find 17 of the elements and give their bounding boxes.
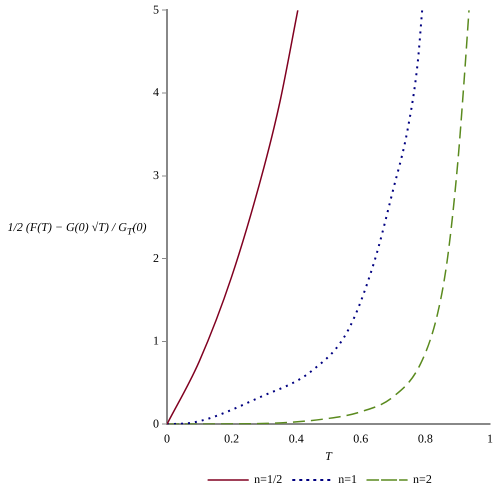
legend-label: n=1 [338,472,358,486]
legend-label: n=2 [413,472,432,486]
x-tick-label: 0.2 [224,432,240,446]
x-tick-label: 1 [487,432,493,446]
y-axis-title: 1/2 (F(T) − G(0) √T) / G$_{T}$(0) [6,220,148,238]
x-axis-title: T [325,448,334,463]
y-tick-label: 1 [153,334,159,348]
x-tick-label: 0.6 [353,432,368,446]
y-tick-label: 2 [153,250,159,265]
x-tick-label: 0.8 [418,432,433,446]
y-tick-label: 3 [153,168,159,182]
y-tick-label: 5 [153,2,159,16]
y-tick-label: 0 [153,416,159,430]
x-tick-label: 0.4 [288,432,304,446]
legend-label: n=1/2 [254,472,282,486]
x-tick-label: 0 [164,432,170,446]
y-tick-label: 4 [153,85,159,100]
